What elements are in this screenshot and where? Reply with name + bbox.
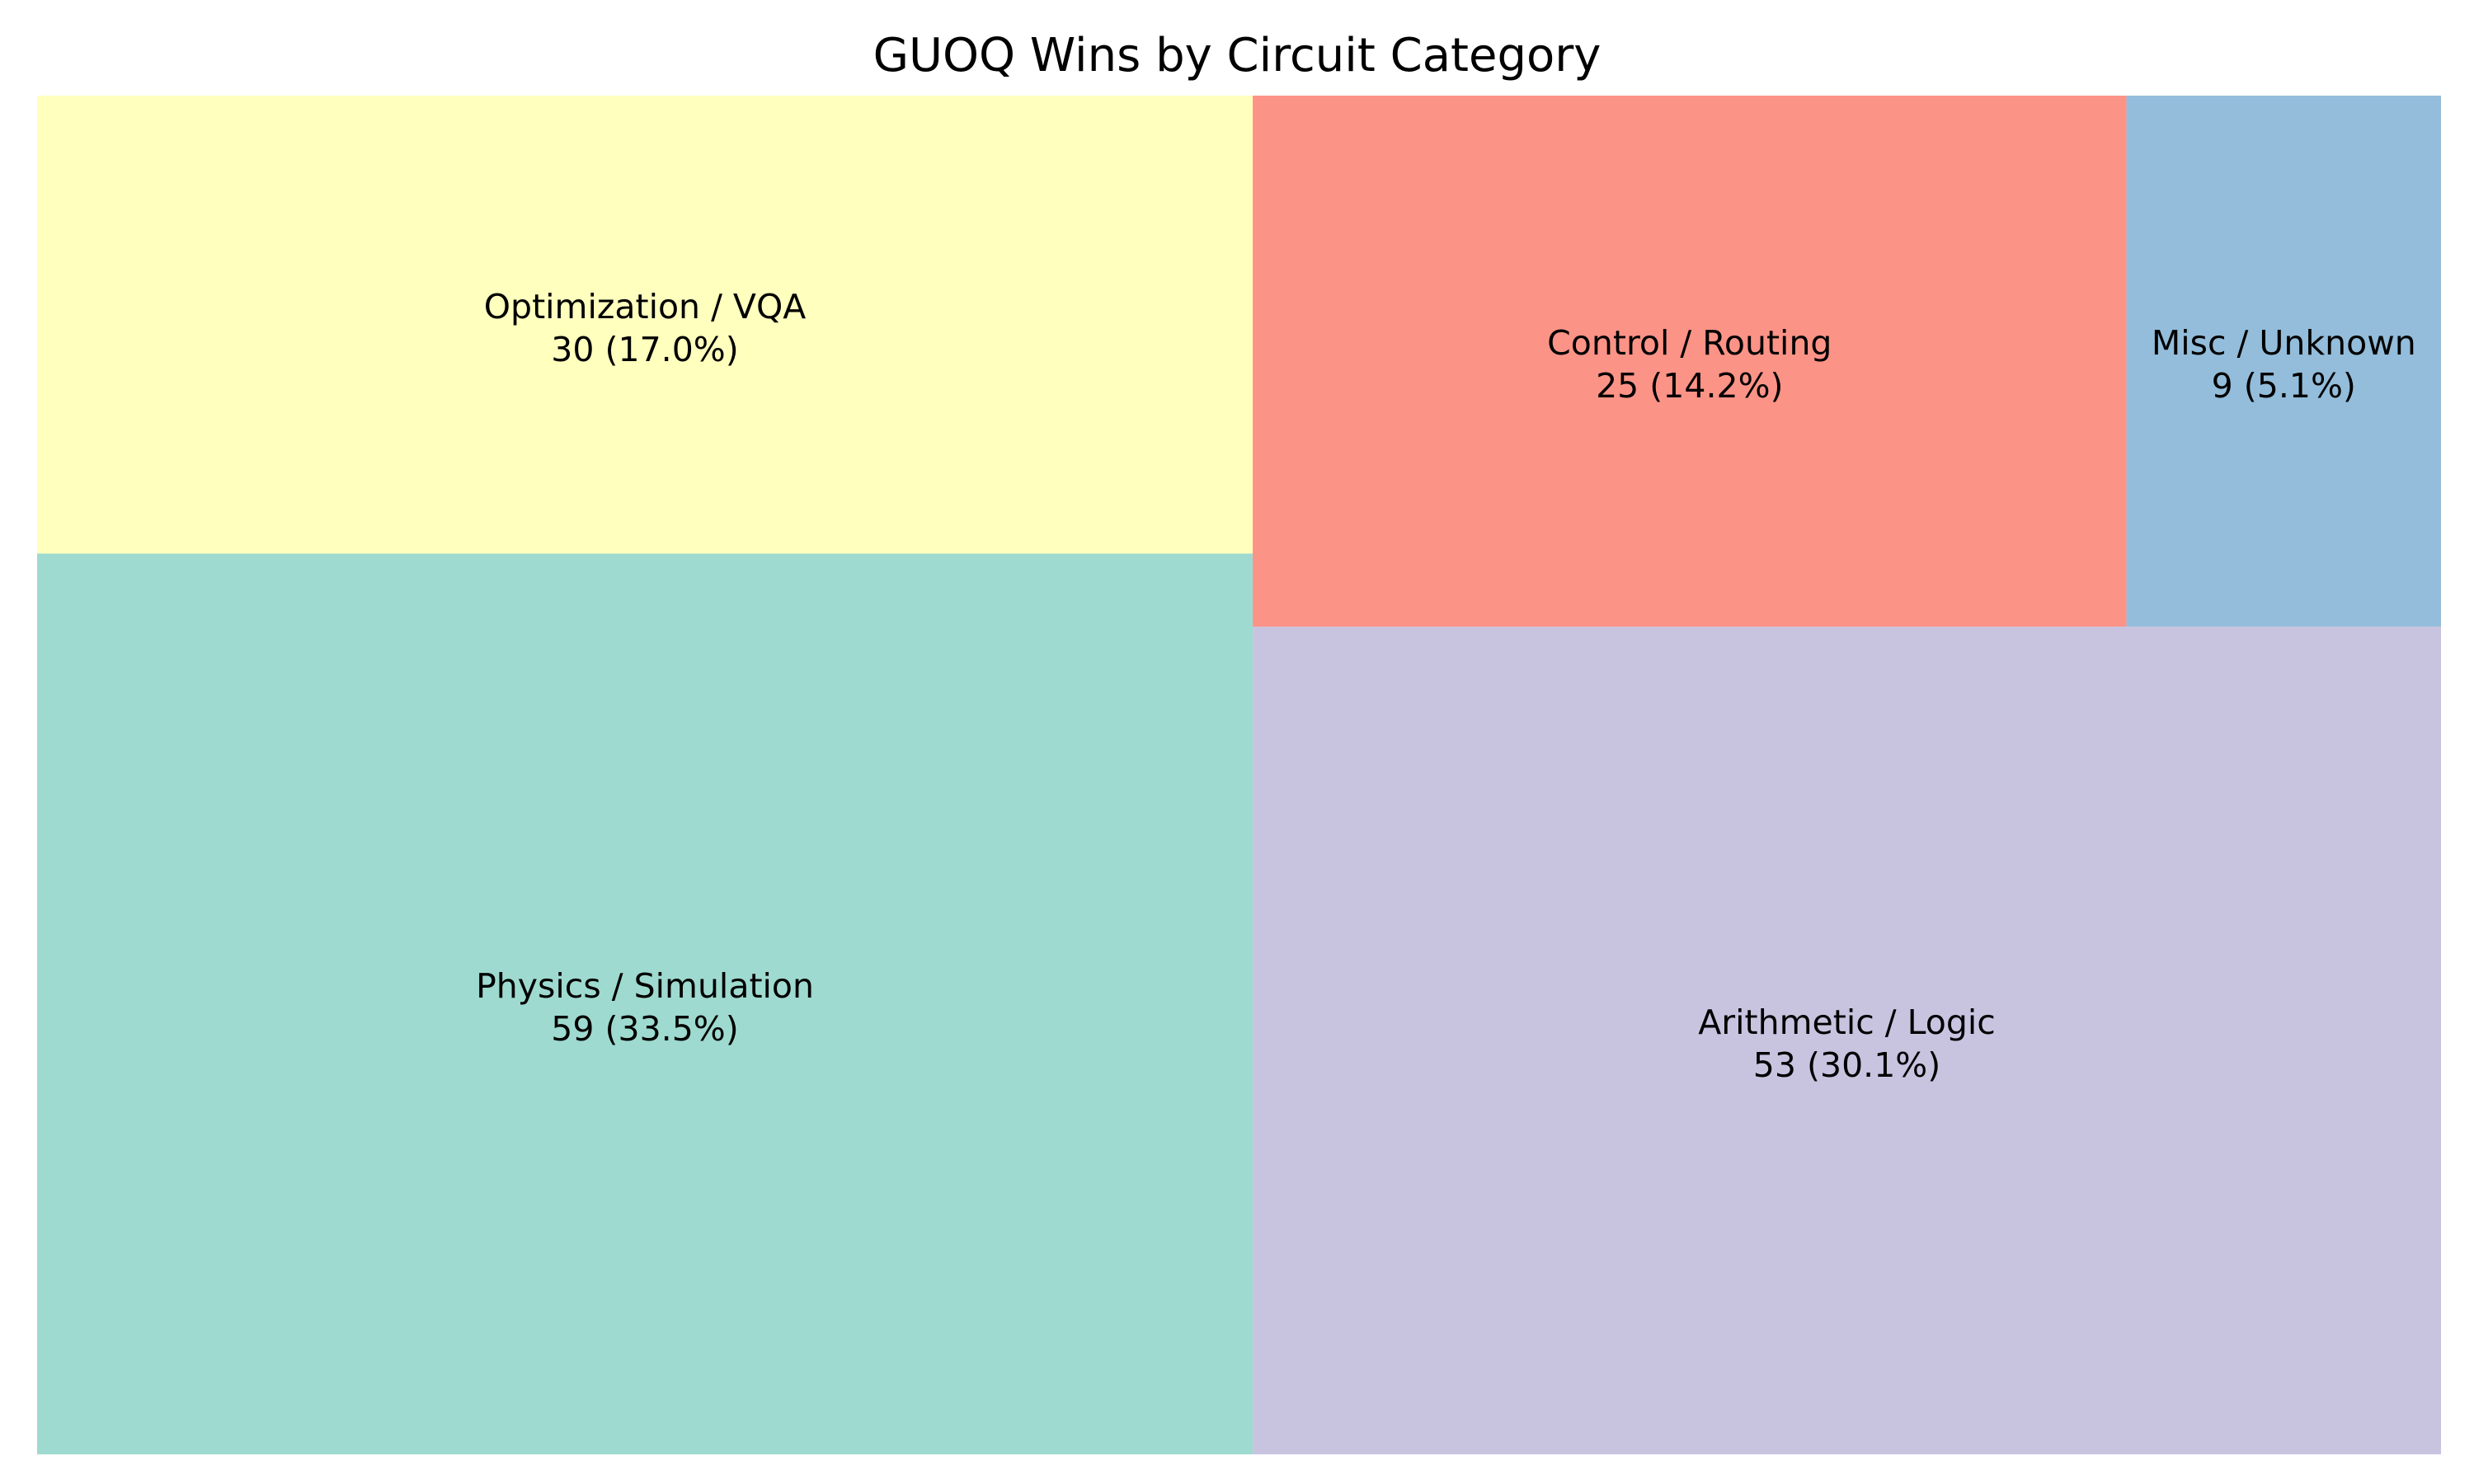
treemap-cell-control-routing [1253,96,2127,627]
cell-value-label-physics-simulation: 59 (33.5%) [551,1009,738,1049]
cell-category-label-misc-unknown: Misc / Unknown [2152,323,2416,363]
cell-value-label-arithmetic-logic: 53 (30.1%) [1753,1045,1940,1085]
cell-category-label-optimization-vqa: Optimization / VQA [484,287,807,326]
treemap-cell-arithmetic-logic [1253,627,2441,1454]
treemap-cell-optimization-vqa [37,96,1253,554]
treemap-cell-physics-simulation [37,553,1253,1454]
chart-title: GUOQ Wins by Circuit Category [873,29,1602,82]
cell-category-label-physics-simulation: Physics / Simulation [476,966,814,1006]
cell-value-label-control-routing: 25 (14.2%) [1596,366,1783,406]
cell-value-label-misc-unknown: 9 (5.1%) [2212,366,2356,406]
treemap-cell-misc-unknown [2126,96,2441,627]
cell-category-label-control-routing: Control / Routing [1547,323,1832,363]
cell-value-label-optimization-vqa: 30 (17.0%) [551,330,738,369]
cell-category-label-arithmetic-logic: Arithmetic / Logic [1698,1003,1996,1042]
